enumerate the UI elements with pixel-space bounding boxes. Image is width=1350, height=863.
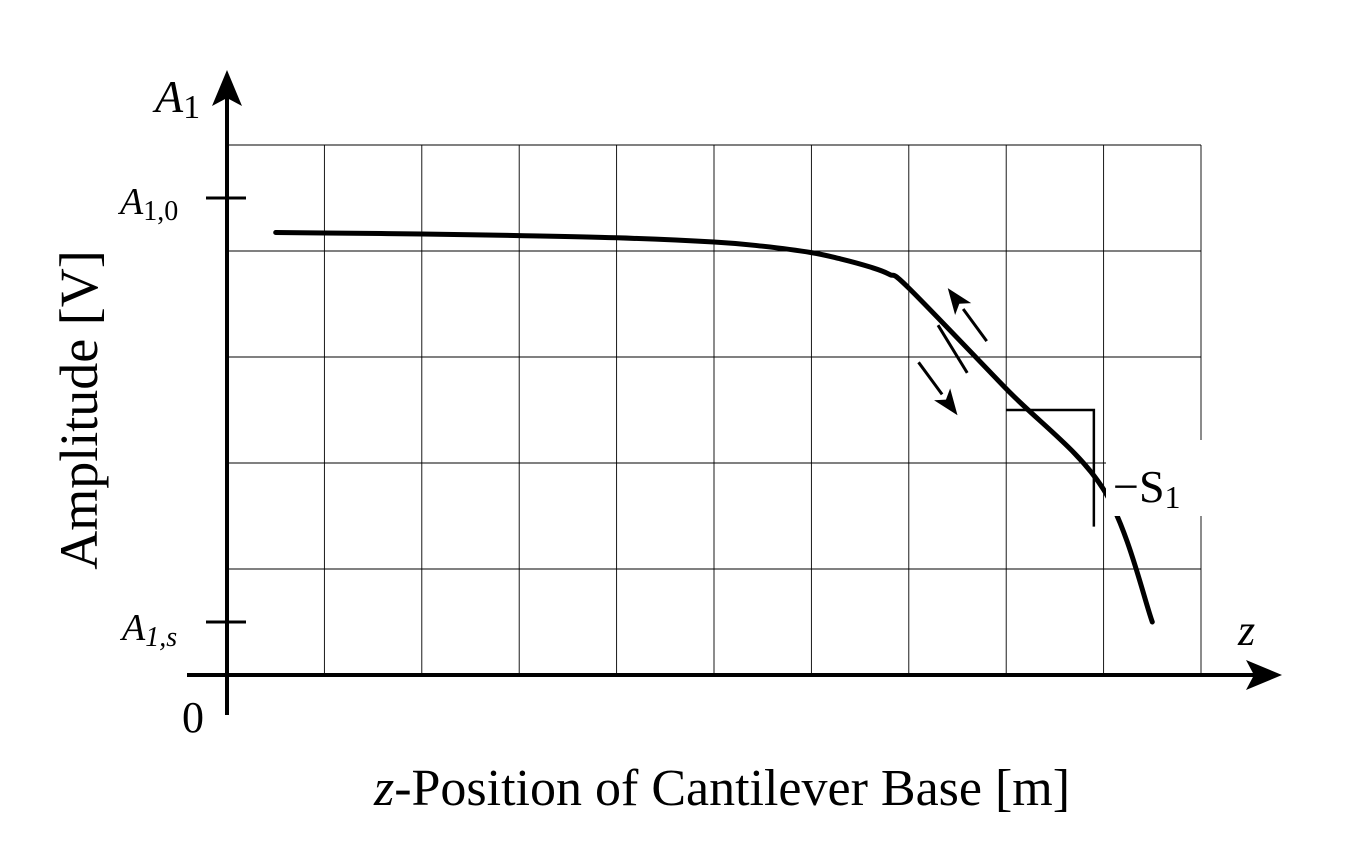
grid xyxy=(227,144,1202,675)
axes xyxy=(187,70,1282,715)
slope-label-bg xyxy=(1106,440,1202,516)
series-layer xyxy=(273,230,1155,625)
origin-label: 0 xyxy=(182,693,204,742)
y-axis-symbol-sub: 1 xyxy=(183,89,200,126)
approach-retract-bracket xyxy=(936,324,969,374)
retract-arrow-shaft xyxy=(961,308,988,342)
x-axis-symbol: z xyxy=(1237,606,1255,655)
y-tick-label-a1s: A1,s xyxy=(119,607,177,653)
x-axis-label-var: z xyxy=(373,760,394,817)
y-axis-symbol: A1 xyxy=(152,71,200,126)
y-axis-label: Amplitude [V] xyxy=(49,250,109,569)
y-tick-sub-a10: 1,0 xyxy=(143,196,178,227)
x-axis-arrowhead xyxy=(1246,660,1282,690)
y-tick-label-a10: A1,0 xyxy=(117,181,178,227)
amplitude-curve xyxy=(273,230,1155,625)
y-tick-sub-a1s: 1,s xyxy=(145,622,177,653)
x-axis-label: z-Position of Cantilever Base [m] xyxy=(373,760,1070,817)
retract-arrow-head xyxy=(947,288,972,315)
y-axis-arrowhead xyxy=(212,70,242,106)
slope-triangle xyxy=(1006,408,1096,527)
approach-arrow-shaft xyxy=(917,361,944,396)
approach-arrow-head xyxy=(934,388,958,416)
annotations xyxy=(917,288,1096,527)
slope-label-sub: 1 xyxy=(1165,479,1181,515)
x-axis-label-rest: -Position of Cantilever Base [m] xyxy=(394,760,1070,817)
slope-label: −S1 xyxy=(1113,461,1181,515)
